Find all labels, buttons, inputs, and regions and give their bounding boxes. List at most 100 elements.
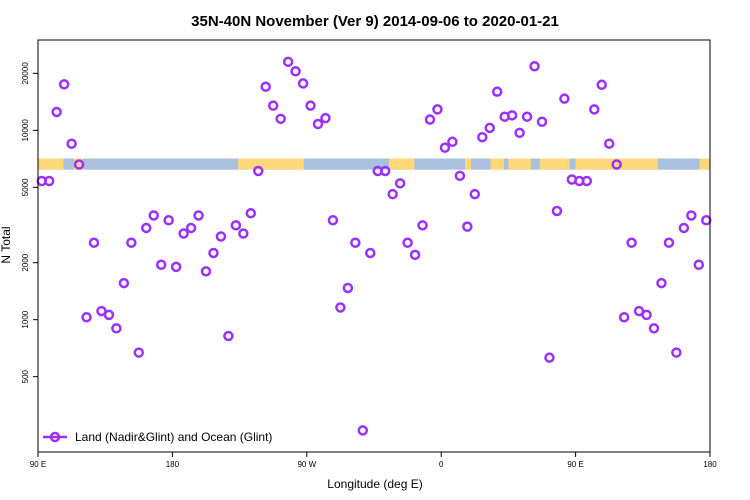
data-point <box>559 93 570 104</box>
data-point <box>163 215 174 226</box>
data-point <box>208 247 219 259</box>
data-point <box>342 282 354 294</box>
data-point <box>544 352 555 363</box>
data-point <box>51 106 62 118</box>
land-segment <box>38 158 64 170</box>
data-point <box>387 188 398 200</box>
data-point <box>245 207 257 219</box>
data-point <box>73 159 85 170</box>
land-segment <box>238 158 304 170</box>
x-tick-label: 180 <box>166 460 180 469</box>
land-segment <box>508 158 531 170</box>
data-point <box>432 104 443 115</box>
data-point <box>312 118 324 130</box>
data-point <box>477 131 488 143</box>
data-point <box>320 112 331 124</box>
data-point <box>185 222 197 234</box>
plot-frame <box>37 39 711 453</box>
data-point <box>462 221 473 232</box>
data-point <box>663 237 675 248</box>
data-point <box>170 261 182 273</box>
data-point <box>454 170 466 182</box>
data-point <box>447 136 458 148</box>
data-point <box>648 323 660 334</box>
y-axis-label: N Total <box>0 226 13 263</box>
data-point <box>200 266 212 277</box>
data-point <box>193 210 204 221</box>
data-point <box>484 122 495 134</box>
y-tick-label: 500 <box>21 369 30 383</box>
data-point <box>603 138 615 149</box>
data-point <box>118 277 130 289</box>
y-tick-label: 2000 <box>21 253 30 271</box>
data-point <box>581 175 593 187</box>
data-point <box>521 111 533 122</box>
data-point <box>701 215 712 226</box>
data-point <box>141 222 152 234</box>
y-tick-label: 10000 <box>21 119 30 142</box>
data-point <box>290 66 301 77</box>
y-tick-label: 1000 <box>21 310 30 328</box>
land-segment <box>388 158 415 170</box>
land-segment <box>539 158 570 170</box>
data-point <box>88 237 100 248</box>
data-point <box>514 127 525 139</box>
land-segment <box>699 158 710 170</box>
data-point <box>536 116 548 128</box>
data-point <box>693 259 705 271</box>
data-point <box>671 347 682 358</box>
data-point <box>641 309 652 321</box>
data-point <box>350 237 361 248</box>
land-segment <box>73 158 83 170</box>
data-point <box>596 79 607 91</box>
data-point <box>551 205 563 217</box>
data-point <box>409 249 421 261</box>
data-point <box>178 228 189 239</box>
data-point <box>491 86 503 97</box>
data-point <box>589 104 600 115</box>
data-point <box>656 277 667 289</box>
data-point <box>215 231 227 242</box>
data-point <box>66 138 77 149</box>
data-point <box>417 220 428 231</box>
land-segment <box>490 158 504 170</box>
x-tick-label: 0 <box>439 460 444 469</box>
axes: 90 E 180 90 W 0 90 E 180 500 1000 2000 5000 10000 2… <box>21 39 717 469</box>
x-tick-label: 90 W <box>297 460 316 469</box>
data-point <box>357 425 369 436</box>
data-point <box>379 165 391 177</box>
legend: Land (Nadir&Glint) and Ocean (Glint) <box>43 430 272 444</box>
data-points <box>36 56 712 436</box>
x-tick-label: 180 <box>703 460 717 469</box>
data-point <box>58 79 70 90</box>
data-point <box>678 222 690 234</box>
data-point <box>103 309 115 321</box>
data-point <box>424 114 436 125</box>
data-point <box>238 228 249 239</box>
data-point <box>282 56 294 68</box>
ocean-band <box>38 158 710 170</box>
data-point <box>81 311 92 323</box>
land-ocean-band <box>38 158 710 170</box>
data-point <box>469 188 481 200</box>
legend-marker <box>49 431 61 443</box>
data-point <box>148 210 159 221</box>
data-point <box>439 142 451 153</box>
data-point <box>394 178 406 189</box>
data-point <box>275 113 286 125</box>
data-point <box>126 237 137 248</box>
land-segment <box>575 158 658 170</box>
data-point <box>327 215 339 226</box>
data-point <box>133 347 145 358</box>
data-point <box>626 237 637 248</box>
data-point <box>267 100 279 111</box>
data-point <box>305 100 316 111</box>
data-point <box>529 61 540 72</box>
x-axis-label: Longitude (deg E) <box>327 477 422 491</box>
data-point <box>43 175 55 187</box>
data-point <box>253 165 264 177</box>
data-point <box>506 110 518 121</box>
y-tick-label: 20000 <box>21 62 30 85</box>
data-point <box>260 81 271 92</box>
data-point <box>111 323 122 334</box>
